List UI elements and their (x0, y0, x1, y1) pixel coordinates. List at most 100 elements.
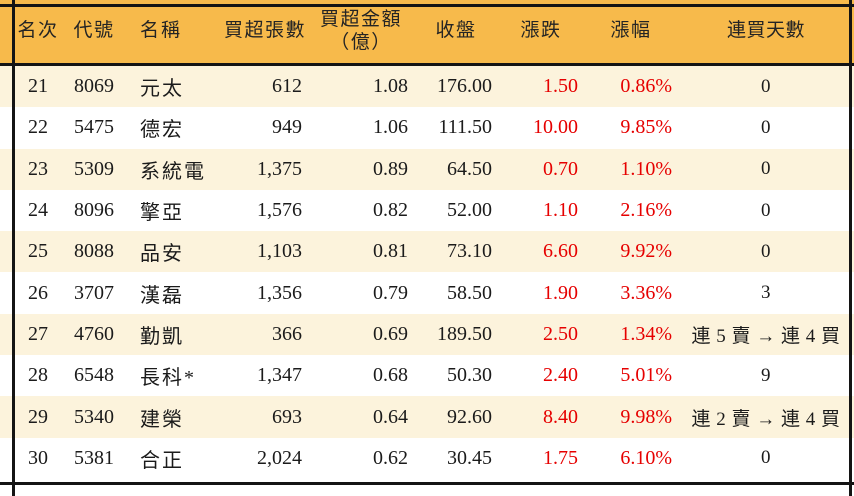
column-header-pct: 漲幅 (610, 20, 652, 42)
frame-line-right (849, 0, 852, 496)
cell-code: 3707 (74, 281, 114, 304)
cell-volume: 1,356 (257, 281, 302, 304)
cell-pct: 2.16% (620, 199, 672, 222)
cell-pct: 1.34% (620, 322, 672, 345)
cell-pct: 3.36% (620, 281, 672, 304)
column-header-amount: 買超金額 （億） (319, 8, 402, 53)
column-header-code: 代號 (73, 20, 115, 42)
cell-change: 1.75 (543, 446, 578, 469)
column-header-change: 漲跌 (520, 20, 562, 42)
cell-pct: 9.98% (620, 405, 672, 428)
frame-line-top (0, 4, 854, 7)
cell-code: 8069 (74, 75, 114, 98)
cell-amount: 0.89 (373, 157, 408, 180)
cell-volume: 612 (272, 75, 302, 98)
cell-rank: 22 (28, 116, 48, 139)
table-body: 21 8069 元太 612 1.08 176.00 1.50 0.86% 0 22 5475 德宏 9… (0, 66, 854, 479)
cell-rank: 30 (28, 446, 48, 469)
cell-change: 1.50 (543, 75, 578, 98)
cell-amount: 0.69 (373, 322, 408, 345)
cell-days: 0 (761, 447, 771, 469)
cell-volume: 949 (272, 116, 302, 139)
cell-days: 3 (761, 282, 771, 304)
column-header-volume: 買超張數 (223, 20, 306, 42)
column-header-days: 連買天數 (726, 20, 805, 42)
cell-name: 品安 (140, 243, 184, 266)
cell-rank: 21 (28, 75, 48, 98)
column-header-close: 收盤 (435, 20, 477, 42)
cell-days: 連 5 賣 → 連 4 買 (691, 325, 841, 347)
cell-name: 系統電 (140, 160, 206, 183)
cell-rank: 23 (28, 157, 48, 180)
cell-close: 50.30 (447, 364, 492, 387)
table-row: 24 8096 擎亞 1,576 0.82 52.00 1.10 2.16% 0 (0, 189, 854, 232)
cell-change: 0.70 (543, 157, 578, 180)
cell-code: 5381 (74, 446, 114, 469)
cell-pct: 9.92% (620, 240, 672, 263)
cell-close: 64.50 (447, 157, 492, 180)
cell-volume: 1,375 (257, 157, 302, 180)
cell-code: 4760 (74, 322, 114, 345)
cell-name: 建榮 (140, 408, 184, 431)
cell-volume: 1,576 (257, 199, 302, 222)
table-row: 25 8088 品安 1,103 0.81 73.10 6.60 9.92% 0 (0, 231, 854, 273)
cell-close: 58.50 (447, 281, 492, 304)
cell-pct: 6.10% (620, 446, 672, 469)
cell-volume: 366 (272, 322, 302, 345)
table-row: 22 5475 德宏 949 1.06 111.50 10.00 9.85% 0 (0, 107, 854, 149)
cell-days: 0 (761, 116, 771, 138)
column-header-name: 名稱 (140, 20, 183, 42)
cell-code: 6548 (74, 364, 114, 387)
cell-days: 0 (761, 75, 771, 97)
cell-code: 5340 (74, 405, 114, 428)
cell-amount: 1.06 (373, 116, 408, 139)
table-row: 29 5340 建榮 693 0.64 92.60 8.40 9.98% 連 2 賣 → 連 4… (0, 396, 854, 438)
cell-volume: 1,103 (257, 240, 302, 263)
column-header-rank: 名次 (17, 20, 59, 42)
cell-change: 2.50 (543, 322, 578, 345)
frame-line-bottom (0, 482, 854, 485)
cell-amount: 0.79 (373, 281, 408, 304)
table-row: 23 5309 系統電 1,375 0.89 64.50 0.70 1.10% 0 (0, 148, 854, 190)
cell-close: 176.00 (437, 75, 492, 98)
cell-close: 30.45 (447, 446, 492, 469)
cell-amount: 0.64 (373, 405, 408, 428)
cell-code: 8088 (74, 240, 114, 263)
cell-close: 111.50 (438, 116, 492, 139)
cell-volume: 693 (272, 405, 302, 428)
cell-amount: 0.82 (373, 199, 408, 222)
cell-amount: 0.81 (373, 240, 408, 263)
cell-code: 5309 (74, 157, 114, 180)
cell-rank: 28 (28, 364, 48, 387)
cell-name: 漢磊 (140, 284, 184, 307)
table-row: 28 6548 長科* 1,347 0.68 50.30 2.40 5.01% 9 (0, 355, 854, 397)
table-row: 26 3707 漢磊 1,356 0.79 58.50 1.90 3.36% 3 (0, 272, 854, 314)
cell-pct: 1.10% (620, 157, 672, 180)
cell-close: 52.00 (447, 199, 492, 222)
table-row: 27 4760 勤凱 366 0.69 189.50 2.50 1.34% 連 5 賣 → 連 … (0, 313, 854, 356)
cell-days: 0 (761, 240, 771, 262)
cell-days: 9 (761, 364, 771, 386)
cell-code: 5475 (74, 116, 114, 139)
header-row: 名次 代號 名稱 買超張數 買超金額 （億） 收盤 漲跌 漲幅 連買天數 (0, 0, 854, 66)
table-row: 30 5381 合正 2,024 0.62 30.45 1.75 6.10% 0 (0, 437, 854, 479)
cell-name: 元太 (140, 78, 184, 101)
cell-days: 連 2 賣 → 連 4 買 (691, 408, 841, 430)
cell-change: 2.40 (543, 364, 578, 387)
cell-close: 73.10 (447, 240, 492, 263)
cell-name: 擎亞 (140, 202, 184, 225)
cell-close: 92.60 (447, 405, 492, 428)
cell-volume: 1,347 (257, 364, 302, 387)
cell-change: 10.00 (533, 116, 578, 139)
cell-name: 合正 (140, 449, 184, 472)
cell-amount: 0.68 (373, 364, 408, 387)
cell-name: 勤凱 (140, 325, 184, 348)
cell-name: 長科* (140, 367, 196, 390)
cell-pct: 9.85% (620, 116, 672, 139)
cell-change: 8.40 (543, 405, 578, 428)
cell-volume: 2,024 (257, 446, 302, 469)
cell-days: 0 (761, 158, 771, 180)
cell-change: 1.10 (543, 199, 578, 222)
cell-rank: 27 (28, 322, 48, 345)
frame-line-left (12, 0, 15, 496)
